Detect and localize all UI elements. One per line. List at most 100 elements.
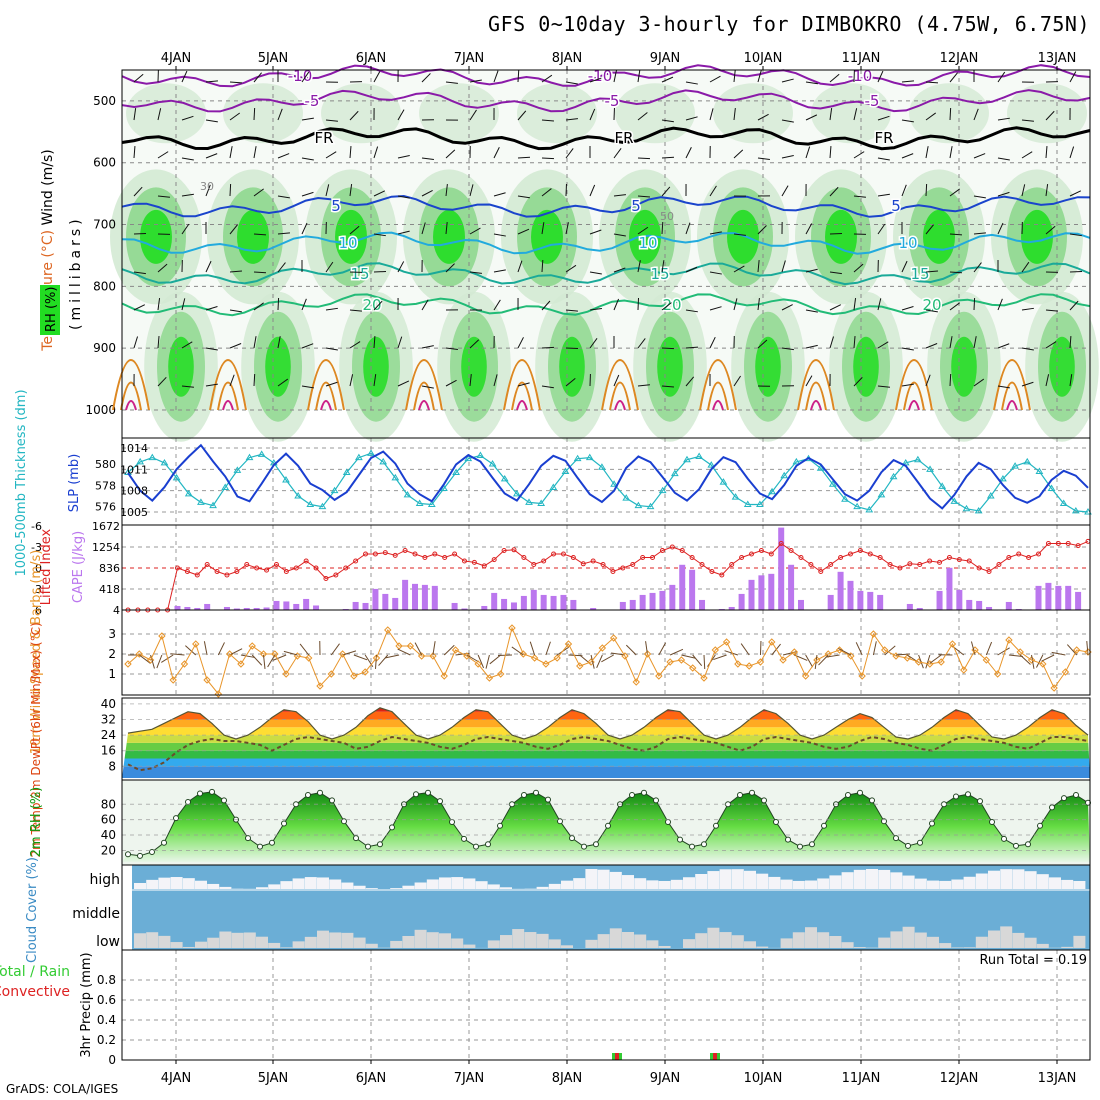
wind-barb [925,374,931,387]
wind-barb [685,376,695,387]
wind-barb [613,233,626,237]
cloud-low-bar [622,932,634,948]
cloud-low-bar [914,932,927,948]
cloud-row-middle: middle [72,906,120,922]
li-point [838,555,844,560]
wind-barb-10m [1036,654,1044,668]
rh-point [353,835,359,842]
cape-bar [540,594,547,610]
cape-bar [738,593,745,610]
wind-barb [157,195,170,198]
wind-barb-10m [443,644,455,656]
wind-barb-10m [156,654,163,669]
wind-barb [925,224,934,235]
cloud-low-bar [963,947,976,948]
wind-barb [973,336,977,349]
temp-band-8 [122,758,1090,767]
rh-contour-label-50: 50 [660,210,674,223]
li-point [481,563,487,569]
top-date-label-11JAN: 11JAN [842,51,881,66]
li-point [531,562,537,567]
cloud-high-bar [414,882,427,889]
series-thickness [127,452,1089,513]
cloud-low-bar [500,935,512,948]
li-point [323,576,329,581]
chart-title: GFS 0~10day 3-hourly for DIMBOKRO (4.75W… [488,12,1090,36]
thickness-point [294,492,303,499]
wind-barb [613,194,626,197]
wind-barb [205,184,211,197]
rh-tick-20: 20 [101,843,116,857]
cloud-low-bar [365,943,378,948]
temp-dome-core-1 [222,400,234,411]
pressure-tick-900: 900 [93,341,116,355]
wind-barb-10m [929,654,942,664]
wind-barb [565,81,578,85]
precip-panel: 0 0.2 0.4 0.6 0.8 Run Total = 0.19 Total / Rai… [0,949,1091,1067]
cape-bar [352,601,359,610]
cape-bar [1015,608,1022,610]
wind-barb [277,153,290,159]
cloud-high-bar [866,869,878,889]
wind-barb [541,119,555,122]
cloud-high-bar [573,878,586,889]
wind-point [180,660,189,668]
cloud-low-bar [927,936,939,948]
wind-barb-10m [374,654,377,670]
wind-barb [253,188,264,197]
cape-bar [560,594,567,610]
wind-barb [1045,374,1050,387]
wind-point [237,660,245,668]
precip-units-label: 3hr Precip (mm) [79,952,94,1057]
rh-shade-low-3-2 [461,336,487,397]
li-point [600,562,606,567]
rh-shade-low-5-2 [657,336,683,397]
li-point [669,544,675,550]
cloud-high-bar [426,879,439,889]
cloud-low-bar [182,946,195,948]
cloud-low-bar [512,929,525,948]
wind-barb [253,146,257,159]
precip-tick-0.4: 0.4 [97,1013,116,1027]
wind-barb [997,343,1010,349]
temp-dome-outer-5 [601,359,639,411]
temp-dome-core-6 [712,400,724,411]
rh-shade-low-9-2 [1049,336,1075,397]
li-point [630,562,636,567]
cape-tick-1254: 1254 [92,541,120,554]
rh-shade-upper-1 [223,83,303,144]
temp-contour-label--5-0: -5 [305,92,320,110]
cloud-low-bar [195,941,207,948]
li-point [343,565,349,571]
cloud-high-bar [634,878,647,889]
wind-barb [301,71,310,83]
thickness-point [452,468,460,476]
cloud-high-bar [317,877,329,889]
wind-barb [181,70,188,83]
thickness-point [148,453,157,461]
wind-barb [1021,261,1030,273]
wind-barb [1069,270,1083,273]
wind-barb [1069,71,1077,83]
wind-barb [853,195,866,198]
temp-dome-inner-9 [1001,381,1023,411]
precip-frame [121,949,1091,1061]
li-point [986,569,992,574]
wind-point [1005,636,1013,644]
wind-barb-10m [185,645,197,656]
wind-barb [877,157,890,161]
wind-barb-10m [511,646,524,656]
temp-bands [122,707,1090,778]
wind-barb [277,378,289,387]
cloud-high-bar [707,871,720,889]
temp-contour-label-15-1: 15 [650,265,669,283]
wind-barb [421,299,429,311]
temp-band-20 [122,735,1090,743]
wind-tick-2: 2 [108,647,116,661]
wind-barb [973,297,976,311]
rh-point [545,796,551,803]
wind-barb [901,153,914,159]
cloud-low-bar [134,933,146,948]
